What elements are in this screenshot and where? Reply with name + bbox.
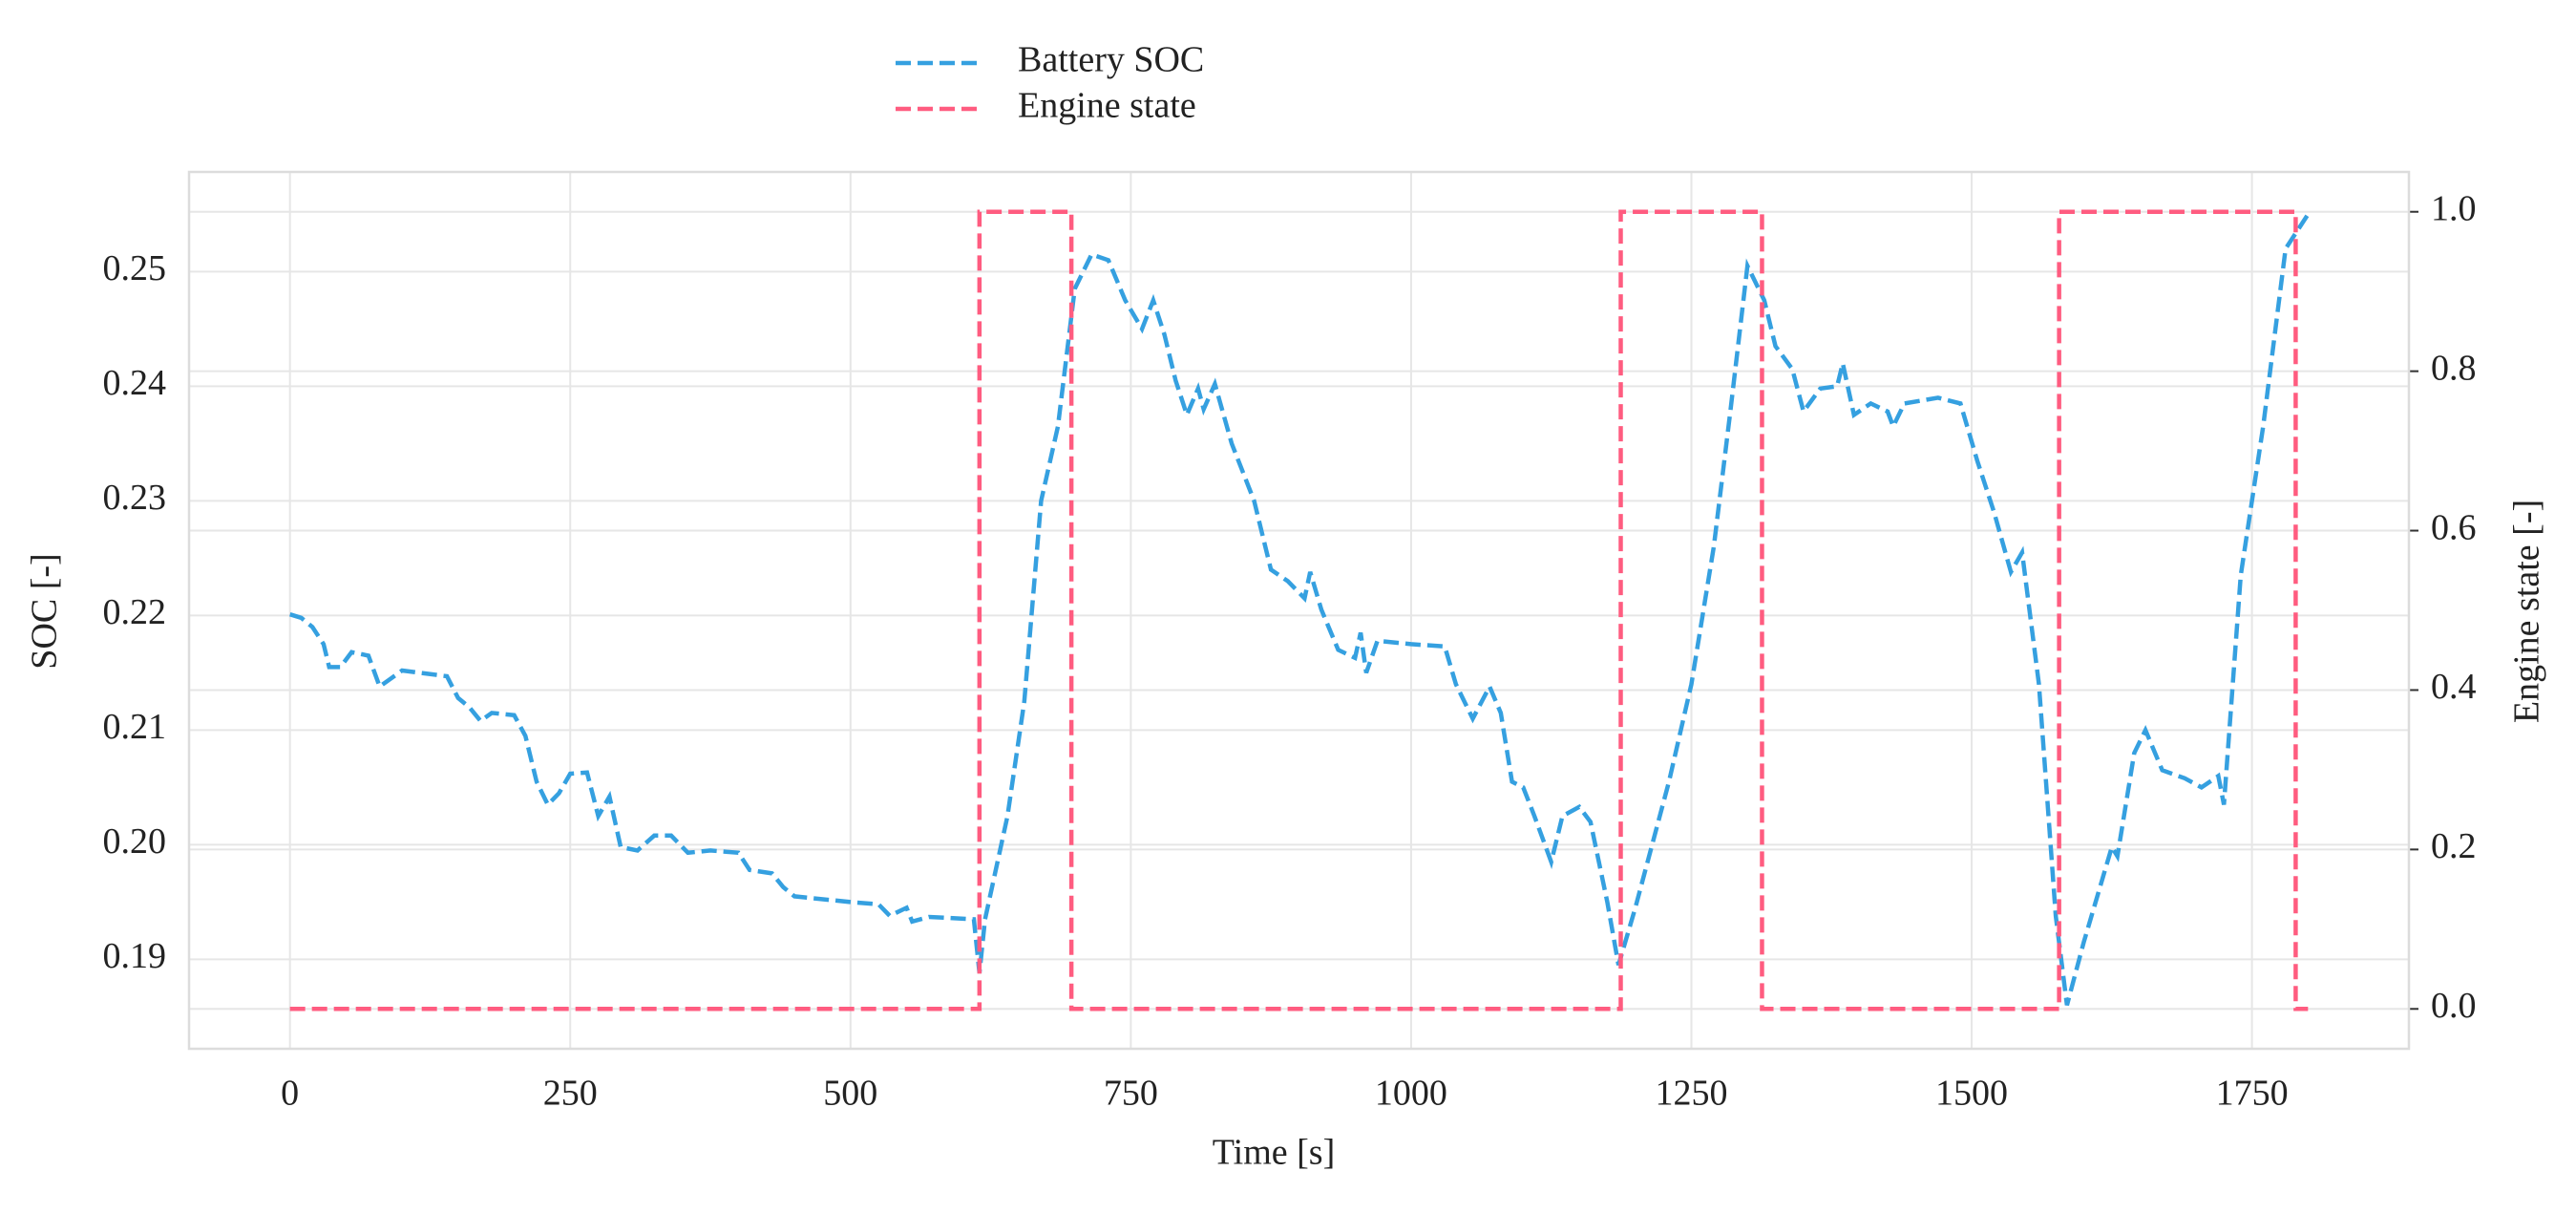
x-tick-label: 0 bbox=[281, 1074, 299, 1114]
y2-tick-label: 1.0 bbox=[2431, 188, 2477, 228]
y2-axis-label: Engine state [-] bbox=[2507, 500, 2547, 723]
y-tick-label: 0.25 bbox=[103, 248, 167, 288]
x-tick-label: 1250 bbox=[1655, 1074, 1727, 1114]
y-tick-label: 0.23 bbox=[103, 478, 167, 518]
y-axis-label: SOC [-] bbox=[25, 553, 65, 669]
plot-frame bbox=[187, 170, 2411, 1051]
legend-label: Engine state bbox=[1018, 86, 1196, 126]
legend-label: Battery SOC bbox=[1018, 40, 1204, 80]
y-tick-label: 0.24 bbox=[103, 363, 167, 403]
series-line bbox=[289, 213, 2311, 1006]
y2-tick-label: 0.4 bbox=[2431, 667, 2477, 707]
x-tick-label: 500 bbox=[823, 1074, 877, 1114]
y-tick-label: 0.20 bbox=[103, 821, 167, 862]
y2-tick-label: 0.0 bbox=[2431, 986, 2477, 1026]
x-tick-label: 1000 bbox=[1375, 1074, 1447, 1114]
x-tick-label: 1750 bbox=[2216, 1074, 2289, 1114]
series-line bbox=[289, 209, 2309, 1012]
x-tick-label: 1500 bbox=[1935, 1074, 2008, 1114]
y2-tick-label: 0.2 bbox=[2431, 826, 2477, 866]
x-tick-label: 750 bbox=[1104, 1074, 1158, 1114]
y2-tick-label: 0.6 bbox=[2431, 507, 2477, 547]
y-tick-label: 0.21 bbox=[103, 707, 167, 747]
x-axis-label: Time [s] bbox=[1213, 1133, 1335, 1173]
y-tick-label: 0.22 bbox=[103, 592, 167, 632]
x-tick-label: 250 bbox=[543, 1074, 598, 1114]
y-tick-label: 0.19 bbox=[103, 936, 167, 976]
y2-tick-label: 0.8 bbox=[2431, 348, 2477, 388]
